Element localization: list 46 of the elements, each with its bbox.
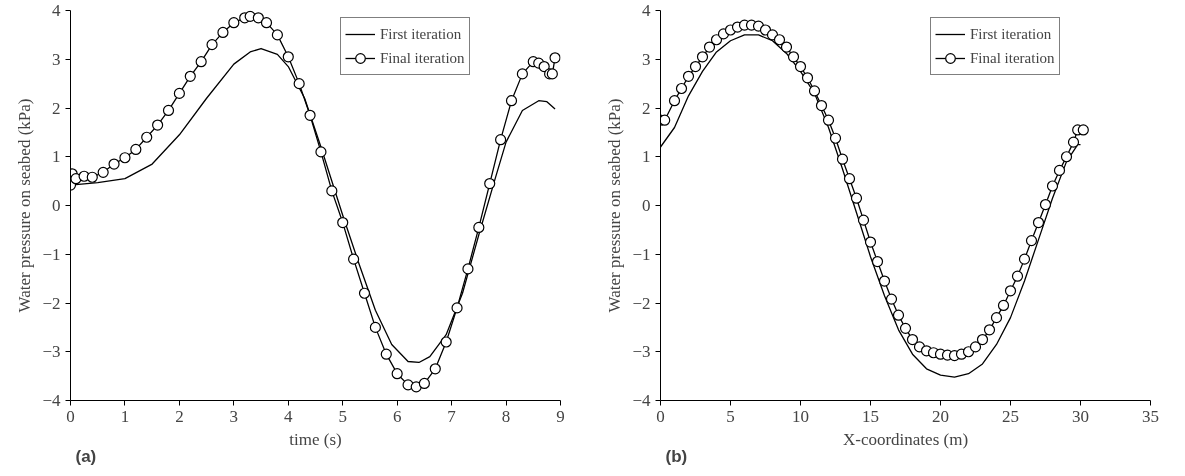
x-tick-label: 5 xyxy=(726,406,735,426)
y-tick-label: 0 xyxy=(642,196,651,215)
x-tick-label: 8 xyxy=(501,406,511,426)
x-axis-title: X-coordinates (m) xyxy=(842,429,969,449)
y-tick-label: 4 xyxy=(642,1,651,20)
x-tick-label: 4 xyxy=(284,406,294,426)
y-axis-title: Water pressure on seabed (kPa) xyxy=(15,98,35,313)
x-tick-label: 3 xyxy=(229,406,239,426)
text: (a) xyxy=(75,446,97,466)
x-tick-label: 7 xyxy=(447,406,457,426)
x-tick-label: 5 xyxy=(338,406,347,426)
x-tick-label: 10 xyxy=(792,406,809,426)
y-tick-label: 1 xyxy=(52,147,61,167)
x-tick-label: 1 xyxy=(120,406,130,426)
x-tick-label: 25 xyxy=(1002,406,1019,426)
x-tick-label: 2 xyxy=(175,406,184,426)
x-tick-label: 6 xyxy=(392,406,402,426)
y-tick-label: −1 xyxy=(632,244,651,264)
legend-label: First iteration xyxy=(970,24,1052,44)
x-tick-label: 15 xyxy=(862,406,879,426)
x-tick-label: 30 xyxy=(1072,406,1089,426)
x-tick-label: 20 xyxy=(932,406,949,426)
legend-label: Final iteration xyxy=(970,48,1055,68)
x-tick-label: 0 xyxy=(66,406,75,426)
legend-label: Final iteration xyxy=(380,48,465,68)
x-tick-label: 0 xyxy=(656,406,665,426)
y-tick-label: 3 xyxy=(642,49,651,69)
y-tick-label: −1 xyxy=(42,244,61,264)
x-tick-label: 9 xyxy=(556,406,565,426)
text: (b) xyxy=(665,446,688,466)
legend-label: First iteration xyxy=(380,24,462,44)
y-tick-label: 2 xyxy=(642,98,651,118)
y-tick-label: −3 xyxy=(42,342,61,362)
y-tick-label: −4 xyxy=(632,391,651,410)
x-axis-title: time (s) xyxy=(289,429,342,449)
y-tick-label: 1 xyxy=(642,147,651,167)
y-tick-label: −2 xyxy=(632,293,651,313)
y-tick-label: −2 xyxy=(42,293,61,313)
y-tick-label: −4 xyxy=(42,391,61,410)
x-tick-label: 35 xyxy=(1142,406,1159,426)
y-tick-label: 2 xyxy=(52,98,61,118)
y-tick-label: 4 xyxy=(52,1,61,20)
y-tick-label: 0 xyxy=(52,196,61,215)
y-tick-label: 3 xyxy=(52,49,61,69)
y-axis-title: Water pressure on seabed (kPa) xyxy=(605,98,625,313)
y-tick-label: −3 xyxy=(632,342,651,362)
